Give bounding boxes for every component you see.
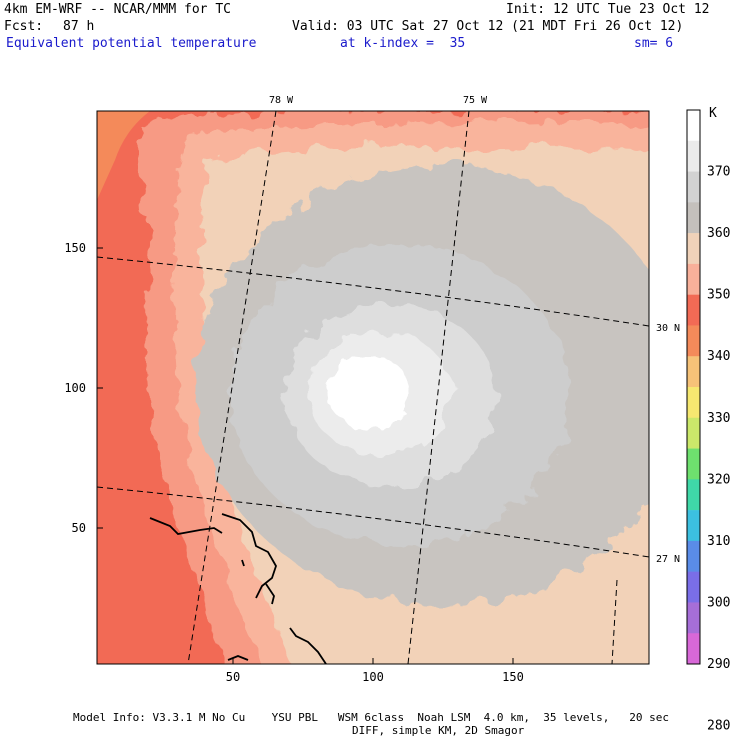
colorbar-label: 370 [707,165,730,180]
field-name: Equivalent potential temperature [6,36,257,51]
meridian-75w [407,111,470,664]
y-tick-100: 100 [64,381,86,395]
colorbar-label: 340 [707,349,730,364]
smoothing-info: sm= 6 [634,36,674,51]
latlon-grid [97,111,649,664]
colorbar-swatch [687,633,700,665]
colorbar [686,109,701,665]
init-time: Init: 12 UTC Tue 23 Oct 12 [506,2,710,17]
x-tick-100: 100 [362,670,384,684]
colorbar-label: 280 [707,719,730,734]
level-info: at k-index = 35 [340,36,466,51]
lon-label-78w: 78 W [269,95,294,106]
x-tick-50: 50 [226,670,240,684]
axis-ticks [97,247,514,664]
colorbar-swatch [687,171,700,203]
coast-grand-bahama [149,517,223,535]
meridian-78w [187,111,277,664]
colorbar-swatch [687,356,700,388]
y-tick-50: 50 [72,521,86,535]
model-info: Model Info: V3.3.1 M No Cu YSU PBL WSM 6… [73,711,670,724]
colorbar-label: 330 [707,411,730,426]
colorbar-label: 290 [707,657,730,672]
valid-time: Valid: 03 UTC Sat 27 Oct 12 (21 MDT Fri … [292,19,684,34]
colorbar-swatch [687,510,700,542]
x-tick-150: 150 [502,670,524,684]
colorbar-swatch [687,140,700,172]
colorbar-swatch [687,263,700,295]
coast-andros [227,655,249,661]
colorbar-swatch [687,602,700,634]
colorbar-label: 360 [707,226,730,241]
model-title: 4km EM-WRF -- NCAR/MMM for TC [4,2,231,17]
colorbar-label: 300 [707,595,730,610]
field-orange-corner [97,111,150,200]
colorbar-swatch [687,571,700,603]
theta-e-field [97,111,649,664]
lat-label-30n: 30 N [656,323,680,334]
colorbar-swatch [687,448,700,480]
parallel-30n [97,256,649,327]
colorbar-swatch [687,387,700,419]
colorbar-swatch [687,540,700,572]
colorbar-swatch [687,202,700,234]
field-band-370 [328,357,412,429]
coast-berry-islands [241,559,245,567]
colorbar-swatch [687,110,700,142]
colorbar-swatch [687,479,700,511]
meridian-72w [611,579,618,664]
lon-label-75w: 75 W [463,95,488,106]
colorbar-label: 350 [707,288,730,303]
coast-eleuthera-a [265,583,275,605]
forecast-hours: 87 h [63,19,95,34]
y-tick-150: 150 [64,241,86,255]
coastlines [149,513,327,664]
colorbar-unit: K [709,106,717,121]
colorbar-swatch [687,294,700,326]
colorbar-swatch [687,233,700,265]
lat-label-27n: 27 N [656,554,680,565]
colorbar-swatch [687,325,700,357]
colorbar-label: 310 [707,534,730,549]
model-info-diffusion: DIFF, simple KM, 2D Smagor [352,724,525,737]
parallel-27n [97,486,649,558]
coast-eleuthera-b [289,627,327,664]
colorbar-swatch [687,417,700,449]
colorbar-frame [686,109,701,665]
forecast-label: Fcst: [4,19,44,34]
coast-abaco [221,513,277,599]
colorbar-label: 320 [707,472,730,487]
